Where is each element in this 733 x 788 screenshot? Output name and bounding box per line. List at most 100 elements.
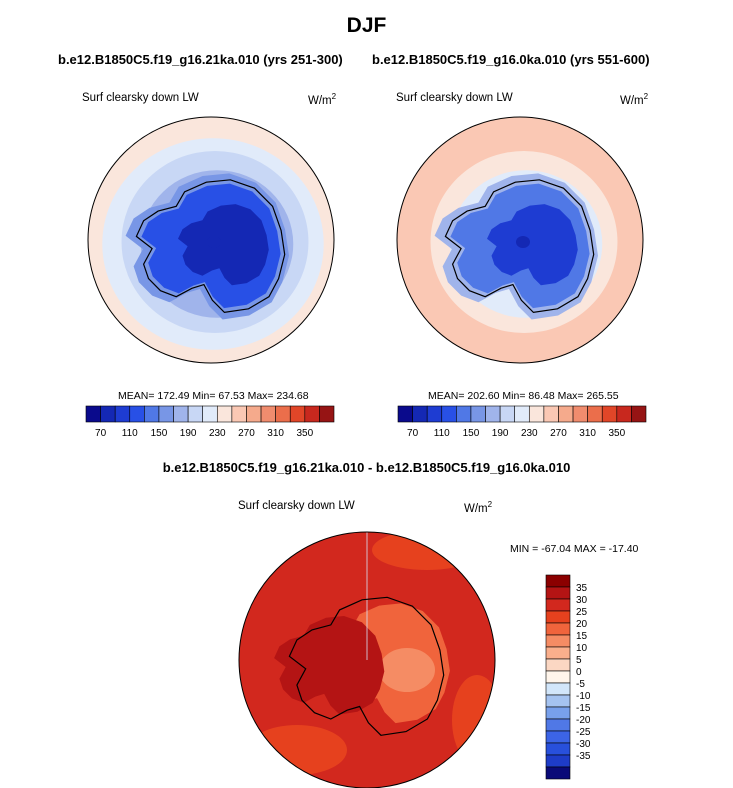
- colorbar-box: [631, 405, 647, 423]
- colorbar-box: [202, 405, 218, 423]
- map-border: [396, 116, 644, 364]
- colorbar-box: [260, 405, 276, 423]
- diff-east-inner: [379, 648, 435, 692]
- colorbar-tick-label: 30: [576, 595, 588, 606]
- colorbar-box: [85, 405, 101, 423]
- colorbar-tick-label: 10: [576, 643, 588, 654]
- colorbar-tick-label: 310: [579, 428, 596, 439]
- colorbar-box: [289, 405, 306, 423]
- colorbar-box: [319, 405, 335, 423]
- colorbar-box: [528, 405, 545, 423]
- colorbar-tick-label: -30: [576, 739, 591, 750]
- colorbar-tick-label: 230: [521, 428, 538, 439]
- colorbar-box: [187, 405, 204, 423]
- colorbar-tick-label: 110: [122, 428, 138, 439]
- coastline: [288, 596, 445, 736]
- panel-1-variable-label: Surf clearsky down LW: [82, 92, 199, 104]
- contour-pole-minimum: [516, 236, 530, 248]
- colorbar-box: [100, 405, 116, 423]
- colorbar-box: [545, 610, 571, 624]
- colorbar-box: [441, 405, 457, 423]
- colorbar-box: [545, 682, 571, 696]
- colorbar-tick-label: 350: [296, 428, 313, 439]
- map-border: [87, 116, 335, 364]
- colorbar-box: [514, 405, 530, 423]
- colorbar-tick-label: 70: [407, 428, 419, 439]
- colorbar-box: [587, 405, 603, 423]
- colorbar-tick-label: 110: [434, 428, 450, 439]
- colorbar-box: [412, 405, 428, 423]
- colorbar-tick-label: -20: [576, 715, 591, 726]
- colorbar-tick-label: 190: [492, 428, 509, 439]
- colorbar-box: [499, 405, 516, 423]
- colorbar-box: [397, 405, 413, 423]
- colorbar-tick-label: 310: [267, 428, 284, 439]
- diff-west-antarctica: [274, 616, 385, 715]
- colorbar-box: [158, 405, 174, 423]
- colorbar-tick-label: 25: [576, 607, 588, 618]
- panel-1-map: [87, 116, 335, 364]
- colorbar-box: [601, 405, 618, 423]
- colorbar-box: [470, 405, 486, 423]
- colorbar-box: [144, 405, 160, 423]
- panel-1-units: W/m2: [308, 92, 337, 107]
- panel-2-variable-label: Surf clearsky down LW: [396, 92, 513, 104]
- colorbar-box: [545, 742, 571, 756]
- colorbar-box: [545, 718, 571, 732]
- colorbar-tick-label: 15: [576, 631, 588, 642]
- colorbar-box: [545, 622, 571, 636]
- map-border: [238, 531, 496, 788]
- difference-title: b.e12.B1850C5.f19_g16.21ka.010 - b.e12.B…: [162, 460, 571, 475]
- colorbar-tick-label: 270: [238, 428, 255, 439]
- colorbar-box: [545, 730, 571, 744]
- colorbar-box: [545, 766, 571, 780]
- colorbar-box: [114, 405, 131, 423]
- colorbar-box: [545, 634, 571, 648]
- colorbar-tick-label: 230: [209, 428, 226, 439]
- colorbar-tick-label: 190: [180, 428, 197, 439]
- colorbar-box: [485, 405, 501, 423]
- panel-1-colorbar: 70 110 150 190 230 270 310 350: [85, 405, 335, 439]
- colorbar-tick-label: 270: [550, 428, 567, 439]
- colorbar-tick-label: -25: [576, 727, 591, 738]
- colorbar-box: [545, 754, 571, 768]
- colorbar-box: [545, 694, 571, 708]
- colorbar-tick-label: 5: [576, 655, 582, 666]
- panel-2-stats: MEAN= 202.60 Min= 86.48 Max= 265.55: [428, 390, 619, 402]
- panel-1-case-title: b.e12.B1850C5.f19_g16.21ka.010 (yrs 251-…: [58, 52, 343, 67]
- colorbar-box: [545, 658, 571, 672]
- colorbar-tick-label: 150: [151, 428, 168, 439]
- colorbar-tick-label: -10: [576, 691, 591, 702]
- contour-plateau-band: [178, 204, 269, 286]
- colorbar-tick-label: 20: [576, 619, 588, 630]
- colorbar-box: [558, 405, 574, 423]
- colorbar-tick-label: 70: [95, 428, 107, 439]
- coastline: [444, 179, 595, 314]
- diff-stats: MIN = -67.04 MAX = -17.40: [510, 543, 639, 555]
- colorbar-tick-label: -5: [576, 679, 585, 690]
- colorbar-box: [572, 405, 588, 423]
- colorbar-box: [545, 646, 571, 660]
- colorbar-box: [216, 405, 233, 423]
- colorbar-tick-label: 150: [463, 428, 480, 439]
- diff-ocean-patch: [452, 675, 495, 765]
- colorbar-box: [545, 670, 571, 684]
- colorbar-box: [304, 405, 320, 423]
- colorbar-box: [275, 405, 291, 423]
- figure-title: DJF: [346, 14, 387, 37]
- contour-plateau-band: [487, 204, 578, 286]
- coastline: [135, 179, 286, 314]
- panel-2-units: W/m2: [620, 92, 649, 107]
- colorbar-tick-label: 35: [576, 583, 588, 594]
- colorbar-tick-label: 0: [576, 667, 582, 678]
- colorbar-box: [616, 405, 632, 423]
- diff-units: W/m2: [464, 500, 493, 515]
- colorbar-box: [545, 706, 571, 720]
- colorbar-box: [543, 405, 559, 423]
- diff-map: [238, 531, 496, 788]
- colorbar-box: [246, 405, 262, 423]
- colorbar-box: [545, 598, 571, 612]
- colorbar-box: [545, 574, 571, 588]
